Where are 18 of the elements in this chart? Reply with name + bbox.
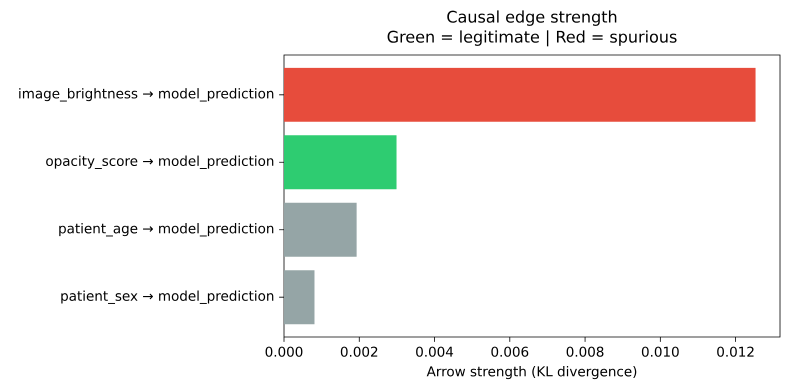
y-tick-label: image_brightness → model_prediction [19, 88, 274, 102]
chart-title: Causal edge strength [447, 10, 616, 26]
x-tick-label: 0.012 [717, 346, 754, 357]
x-tick-label: 0.002 [340, 346, 378, 357]
y-tick-label: opacity_score → model_prediction [46, 156, 274, 169]
x-tick-label: 0.004 [416, 346, 454, 357]
y-tick-label: patient_sex → model_prediction [61, 290, 274, 304]
x-tick-label: 0.006 [491, 346, 528, 357]
x-tick-label: 0.010 [642, 346, 679, 357]
x-tick-label: 0.000 [266, 346, 302, 357]
bar [284, 202, 357, 257]
bar [284, 68, 756, 122]
x-axis-title: Arrow strength (KL divergence) [426, 366, 636, 380]
bar [284, 135, 397, 190]
x-tick-label: 0.008 [566, 346, 604, 357]
y-tick-label: patient_age → model_prediction [59, 223, 274, 236]
chart-subtitle: Green = legitimate | Red = spurious [388, 30, 677, 46]
bar [284, 270, 314, 324]
